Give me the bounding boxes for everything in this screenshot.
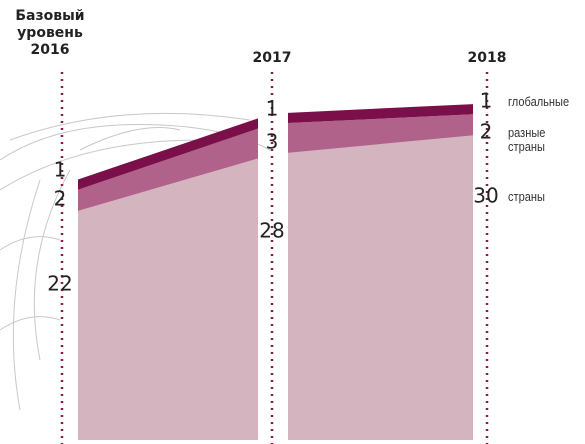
value-label: 1 xyxy=(54,158,67,182)
area-segment xyxy=(78,118,258,190)
area-segment xyxy=(288,104,473,124)
legend-label: страны xyxy=(508,189,545,204)
category-label: Базовый уровень 2016 xyxy=(15,8,85,58)
area-segment xyxy=(288,114,473,153)
value-label: 22 xyxy=(47,272,72,296)
category-label: 2018 xyxy=(467,50,507,66)
value-label: 1 xyxy=(266,97,279,121)
value-label: 1 xyxy=(480,89,493,113)
value-label: 30 xyxy=(473,184,498,208)
value-label: 2 xyxy=(54,187,67,211)
legend-label: глобальные xyxy=(508,94,570,109)
category-label: 2017 xyxy=(252,50,292,66)
area-segment xyxy=(78,128,258,211)
value-label: 28 xyxy=(259,219,284,243)
value-label: 2 xyxy=(480,120,493,144)
legend-label: разные страны xyxy=(508,125,546,154)
area-segment xyxy=(288,135,473,440)
value-label: 3 xyxy=(266,130,279,154)
area-segment xyxy=(78,158,258,441)
